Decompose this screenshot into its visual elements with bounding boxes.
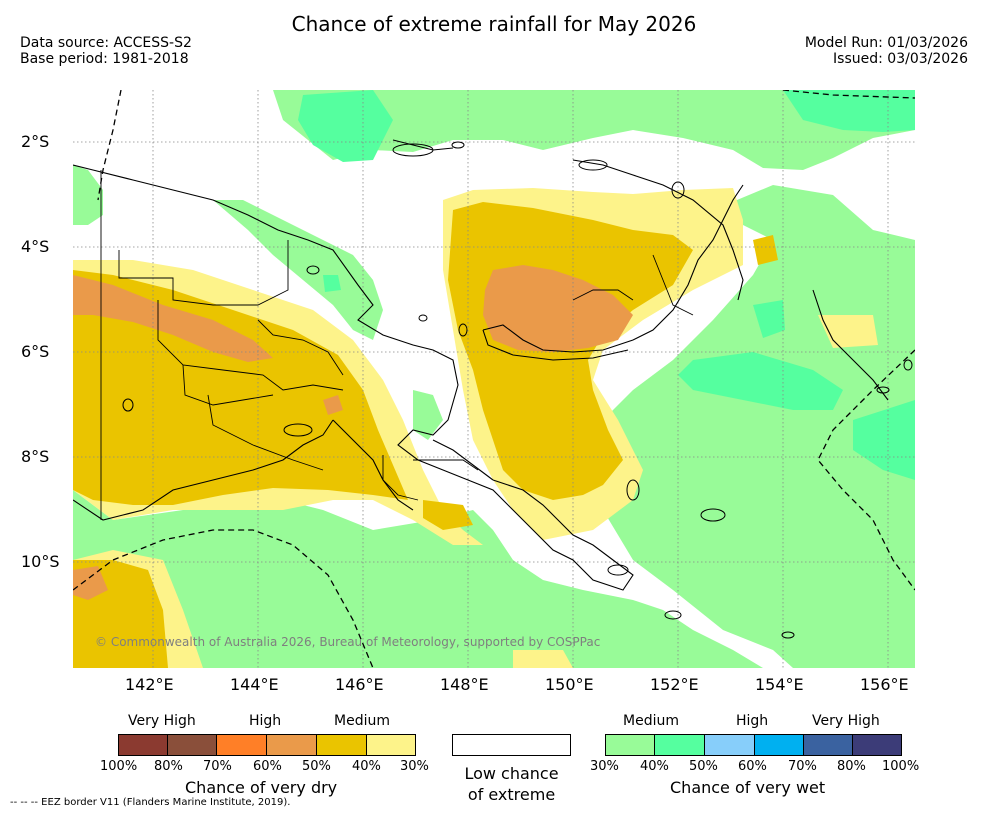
issued-date: Issued: 03/03/2026 bbox=[833, 51, 968, 67]
dry-level-high: High bbox=[249, 713, 282, 729]
dry-swatch-4 bbox=[266, 734, 317, 756]
dry-pct-100: 100% bbox=[100, 759, 138, 774]
wet-pct-50: 50% bbox=[689, 759, 718, 774]
wet-swatch-1 bbox=[605, 734, 655, 756]
province-boundaries bbox=[100, 170, 694, 520]
lon-label-150e: 150°E bbox=[545, 675, 594, 694]
dry-high-regions bbox=[73, 265, 633, 600]
low-chance-swatch bbox=[452, 734, 571, 756]
dry-legend-title: Chance of very dry bbox=[185, 778, 338, 797]
lon-label-154e: 154°E bbox=[755, 675, 804, 694]
rainfall-map: © Commonwealth of Australia 2026, Bureau… bbox=[73, 90, 915, 668]
wet-swatch-5 bbox=[803, 734, 853, 756]
eez-borders bbox=[73, 90, 915, 668]
islands bbox=[122, 141, 913, 639]
dry-pct-70: 70% bbox=[203, 759, 232, 774]
lat-lon-grid bbox=[73, 90, 915, 668]
lat-label-10s: 10°S bbox=[21, 552, 60, 571]
dry-swatch-6 bbox=[366, 734, 416, 756]
lat-label-4s: 4°S bbox=[21, 237, 50, 256]
wet-level-medium: Medium bbox=[623, 713, 679, 729]
dry-pct-60: 60% bbox=[253, 759, 282, 774]
lon-label-144e: 144°E bbox=[230, 675, 279, 694]
dry-pct-50: 50% bbox=[302, 759, 331, 774]
wet-high-regions bbox=[298, 90, 915, 480]
dry-swatch-5 bbox=[316, 734, 367, 756]
wet-swatch-4 bbox=[754, 734, 804, 756]
lon-label-148e: 148°E bbox=[440, 675, 489, 694]
wet-legend-title: Chance of very wet bbox=[670, 778, 826, 797]
wet-pct-60: 60% bbox=[738, 759, 767, 774]
copyright-notice: © Commonwealth of Australia 2026, Bureau… bbox=[95, 635, 600, 649]
lon-label-142e: 142°E bbox=[125, 675, 174, 694]
dry-swatch-3 bbox=[216, 734, 267, 756]
wet-swatch-2 bbox=[654, 734, 705, 756]
lat-label-6s: 6°S bbox=[21, 342, 50, 361]
eez-border-note: -- -- -- EEZ border V11 (Flanders Marine… bbox=[10, 797, 291, 808]
wet-pct-80: 80% bbox=[837, 759, 866, 774]
dry-swatch-2 bbox=[167, 734, 217, 756]
wet-pct-70: 70% bbox=[788, 759, 817, 774]
lat-label-2s: 2°S bbox=[21, 132, 50, 151]
dry-level-medium: Medium bbox=[334, 713, 390, 729]
low-chance-label-line1: Low chance bbox=[464, 764, 559, 783]
wet-level-high: High bbox=[736, 713, 769, 729]
lon-label-156e: 156°E bbox=[860, 675, 909, 694]
dry-pct-30: 30% bbox=[400, 759, 429, 774]
wet-pct-100: 100% bbox=[882, 759, 920, 774]
map-title: Chance of extreme rainfall for May 2026 bbox=[291, 12, 697, 36]
dry-level-very-high: Very High bbox=[128, 713, 196, 729]
model-run: Model Run: 01/03/2026 bbox=[804, 35, 968, 51]
lon-label-146e: 146°E bbox=[335, 675, 384, 694]
low-chance-label-line2: of extreme bbox=[467, 785, 556, 804]
data-source: Data source: ACCESS-S2 bbox=[20, 35, 192, 51]
wet-level-very-high: Very High bbox=[812, 713, 880, 729]
dry-swatch-1 bbox=[118, 734, 168, 756]
wet-medium-regions bbox=[73, 90, 915, 668]
wet-pct-40: 40% bbox=[640, 759, 669, 774]
wet-swatch-6 bbox=[852, 734, 902, 756]
base-period: Base period: 1981-2018 bbox=[20, 51, 189, 67]
wet-swatch-3 bbox=[704, 734, 755, 756]
dry-pct-80: 80% bbox=[154, 759, 183, 774]
wet-pct-30: 30% bbox=[590, 759, 619, 774]
lon-label-152e: 152°E bbox=[650, 675, 699, 694]
lat-label-8s: 8°S bbox=[21, 447, 50, 466]
dry-pct-40: 40% bbox=[352, 759, 381, 774]
coastlines bbox=[73, 139, 889, 591]
